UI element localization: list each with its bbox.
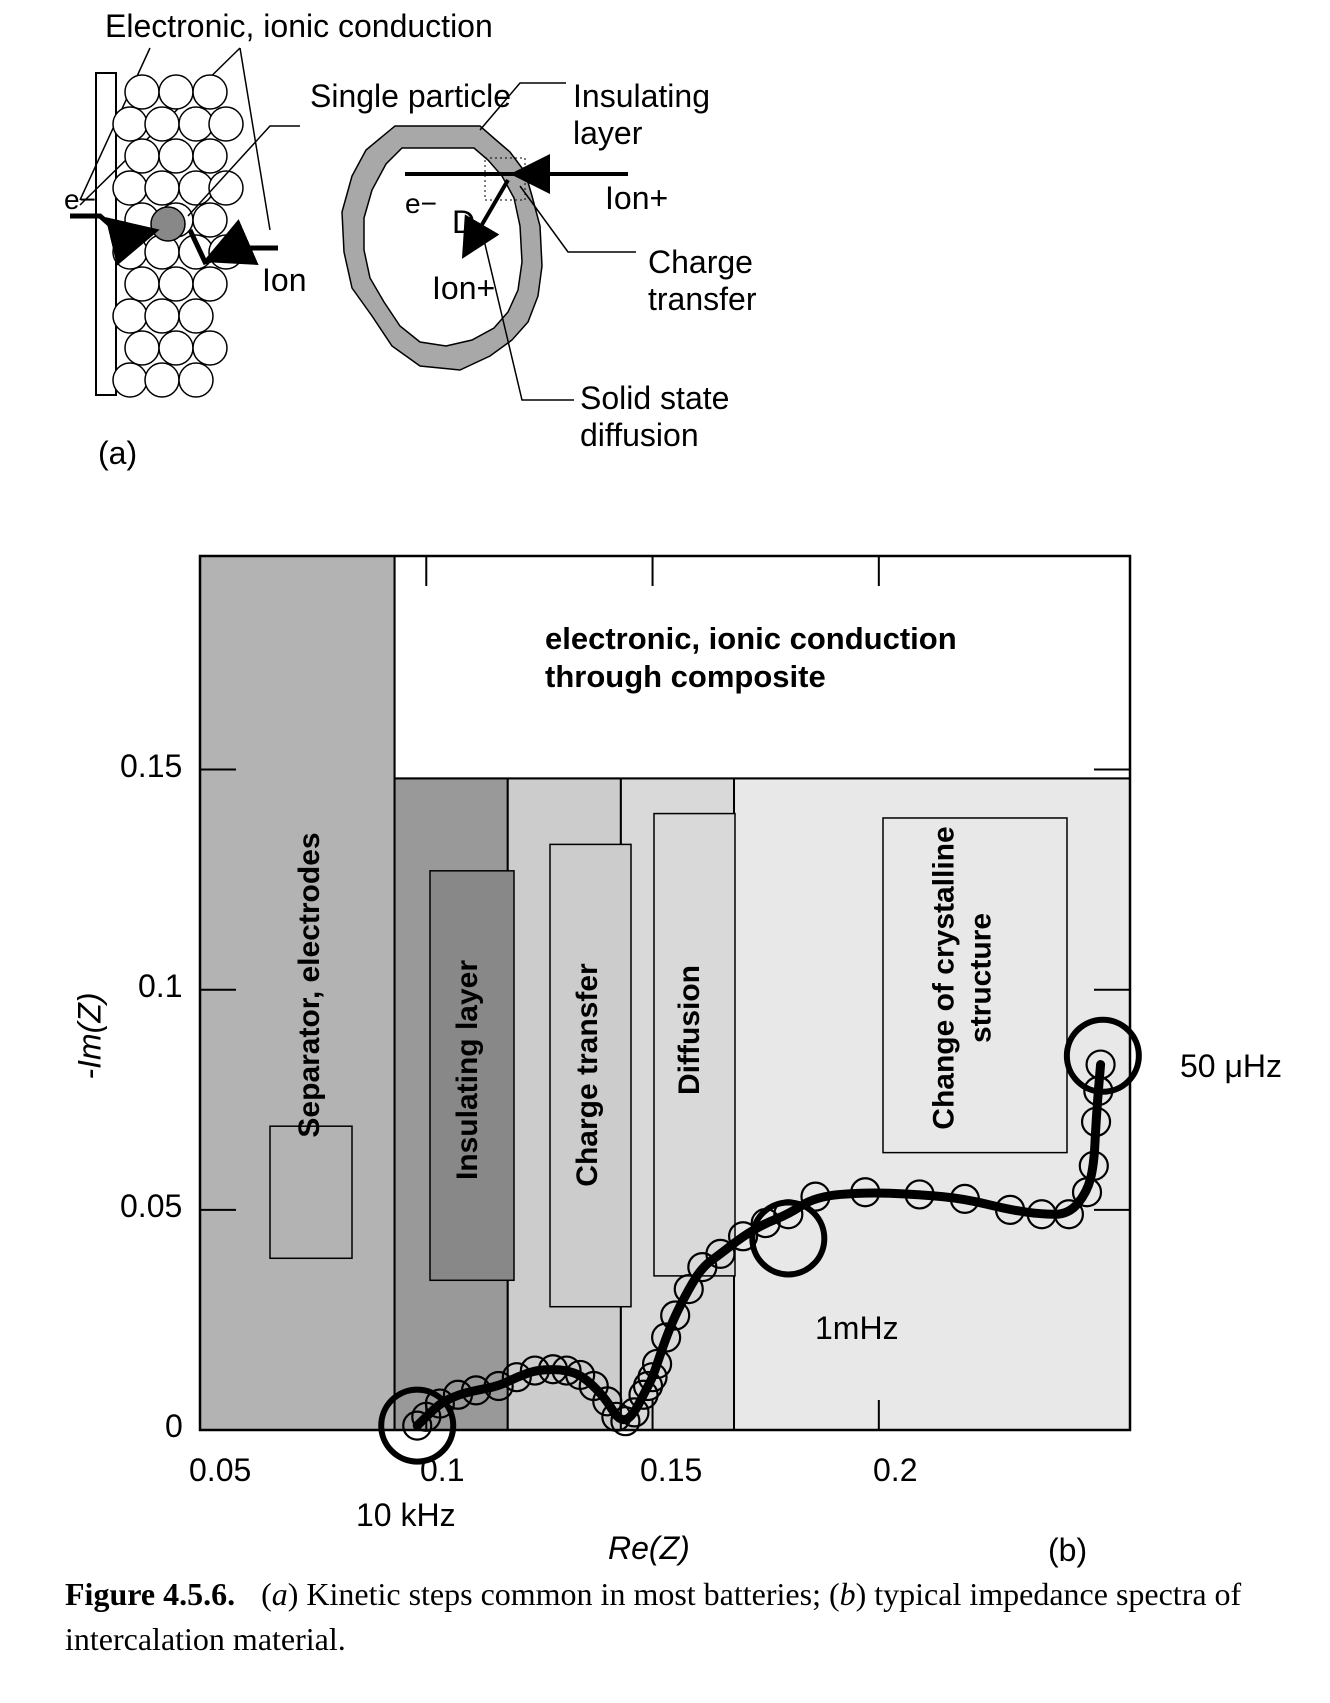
y-tick-label: 0.1 — [138, 968, 183, 1004]
x-axis-title: Re(Z) — [608, 1530, 690, 1566]
label-charge-transfer-a: Charge transfer — [648, 244, 757, 317]
region-label-box — [653, 812, 736, 1277]
frequency-marker — [749, 1199, 828, 1278]
label-d: D — [452, 204, 476, 240]
axes-layer — [198, 554, 1132, 1432]
data-point — [519, 1355, 550, 1386]
particle — [178, 298, 214, 334]
particle — [178, 362, 214, 398]
data-point — [619, 1397, 650, 1428]
regions-layer — [199, 555, 1132, 1431]
x-tick-label: 0.15 — [640, 1452, 703, 1488]
panel-a-diagram — [70, 47, 636, 401]
data-point — [442, 1379, 474, 1410]
data-point — [1080, 1106, 1112, 1137]
label-electronic-ionic-conduction: Electronic, ionic conduction — [105, 8, 493, 44]
figure-caption: Figure 4.5.6. (a) Kinetic steps common in… — [65, 1572, 1305, 1662]
region-label-box — [549, 843, 632, 1308]
data-point — [994, 1194, 1026, 1225]
data-point — [551, 1355, 582, 1386]
frequency-marker — [1063, 1016, 1142, 1095]
data-point — [1078, 1150, 1109, 1181]
electron-path-arrow — [70, 213, 160, 266]
y-tick-label: 0 — [165, 1408, 183, 1444]
caption-text: a — [271, 1576, 288, 1612]
data-point — [1053, 1199, 1085, 1230]
impedance-chart — [198, 554, 1142, 1465]
data-point — [610, 1406, 641, 1437]
label-single-particle: Single particle — [310, 78, 511, 114]
data-point — [949, 1183, 980, 1214]
region-label-separator: Separator, electrodes — [292, 832, 326, 1138]
region-label-box — [269, 1125, 353, 1260]
frequency-marker — [378, 1386, 457, 1465]
x-tick-label: 0.05 — [189, 1452, 252, 1488]
x-tick-label: 0.2 — [873, 1452, 918, 1488]
region-label-diffusion: Diffusion — [672, 965, 706, 1095]
ion-path-arrow — [202, 219, 278, 265]
freq-label-1mhz: 1mHz — [815, 1310, 899, 1346]
region-label-box — [429, 870, 515, 1282]
data-point — [637, 1362, 668, 1393]
data-point — [641, 1348, 673, 1380]
data-point — [501, 1362, 532, 1393]
region-label-box — [882, 817, 1068, 1154]
impedance-curve — [412, 1060, 1106, 1431]
label-electron-particle: e− — [405, 188, 437, 219]
caption-text: ( — [261, 1576, 272, 1612]
data-point — [673, 1274, 704, 1305]
plot-frame — [198, 554, 1132, 1432]
data-point — [660, 1300, 691, 1331]
particle-pack — [112, 74, 244, 398]
label-solid-state-diffusion: Solid state diffusion — [580, 380, 730, 453]
data-point — [705, 1238, 736, 1269]
label-electron-left: e− — [64, 184, 96, 215]
series-layer — [378, 1016, 1142, 1465]
y-tick-label: 0.05 — [120, 1188, 183, 1224]
data-point — [1085, 1049, 1116, 1080]
panel-b-tag: (b) — [1048, 1532, 1088, 1568]
freq-label-50uhz: 50 μHz — [1180, 1048, 1283, 1084]
y-tick-label: 0.15 — [120, 748, 183, 784]
x-tick-label: 0.1 — [420, 1452, 465, 1488]
caption-figure-label: Figure 4.5.6. — [65, 1576, 236, 1612]
region-label-insulating: Insulating layer — [450, 959, 484, 1181]
diffusion-arrow — [461, 178, 510, 259]
freq-label-10khz: 10 kHz — [356, 1497, 456, 1533]
data-point — [483, 1370, 514, 1402]
region-label-charge-transfer: Charge transfer — [570, 963, 604, 1187]
particle — [192, 138, 228, 174]
particle — [192, 266, 228, 302]
data-point — [460, 1375, 492, 1406]
particle — [208, 170, 244, 206]
region-label-crystalline: Change of crystalline structure — [927, 826, 997, 1130]
data-point — [904, 1179, 935, 1210]
data-point — [402, 1410, 433, 1441]
caption-text: ) Kinetic steps common in most batteries… — [287, 1576, 840, 1612]
label-ion-plus-right: Ion+ — [605, 180, 669, 216]
panel-a-tag: (a) — [98, 435, 138, 471]
particle — [208, 106, 244, 142]
y-axis-title: -Im(Z) — [71, 992, 108, 1080]
label-insulating-layer: Insulating layer — [573, 78, 710, 151]
label-ion-plus-inside: Ion+ — [432, 270, 496, 306]
caption-text: b — [839, 1576, 856, 1612]
data-point — [727, 1221, 759, 1252]
data-point — [592, 1386, 623, 1417]
caption-text: ) typical impedance spectra of intercala… — [65, 1576, 1242, 1657]
particle — [192, 330, 228, 366]
region-box — [199, 555, 396, 1431]
data-point — [850, 1177, 881, 1208]
region-label-composite: electronic, ionic conduction through com… — [545, 621, 957, 695]
region-box — [393, 555, 1132, 780]
data-point — [651, 1322, 682, 1353]
label-ion-left: Ion — [262, 262, 307, 298]
data-point — [424, 1388, 455, 1419]
particle — [192, 74, 228, 110]
